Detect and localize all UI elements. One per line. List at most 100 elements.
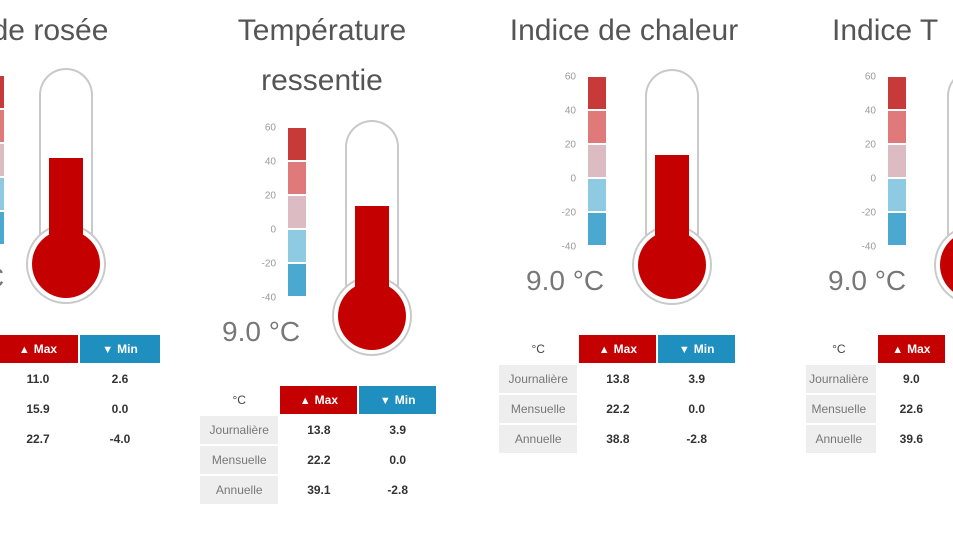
- row-label: Mensuelle: [200, 446, 279, 474]
- min-value: -2.8: [387, 483, 408, 497]
- scale-segment: [288, 264, 306, 296]
- scale-segment: [588, 213, 606, 245]
- scale-tick: 60: [264, 122, 276, 134]
- max-value: 13.8: [606, 372, 630, 386]
- temperature-readout: 9.0 °C: [526, 265, 605, 296]
- scale-tick: 20: [864, 139, 876, 151]
- panel-feels-like: Température ressentie 60 40 20 0 -20 -40…: [200, 0, 442, 536]
- scale-segment: [888, 213, 906, 245]
- thermometer: [632, 69, 714, 309]
- scale-tick: 0: [570, 173, 576, 185]
- scale-tick: -20: [261, 258, 276, 270]
- table-row: Annuelle 39.6: [806, 425, 945, 453]
- scale-tick: 20: [264, 190, 276, 202]
- scale-segment: [288, 230, 306, 262]
- temperature-readout: 9.0 °C: [222, 316, 301, 347]
- row-label: Annuelle: [806, 425, 876, 453]
- max-value: 38.8: [606, 432, 630, 446]
- table-row: 11.0 2.6: [0, 365, 160, 393]
- row-label: Mensuelle: [499, 395, 578, 423]
- max-header: ▲ Max: [579, 335, 657, 363]
- scale-tick: 60: [864, 71, 876, 83]
- max-value: 22.7: [26, 432, 50, 446]
- min-value: -4.0: [109, 432, 131, 446]
- scale-segment: [888, 111, 906, 143]
- table-row: Mensuelle 22.2 0.0: [499, 395, 735, 423]
- scale-segment: [588, 145, 606, 177]
- max-value: 11.0: [26, 372, 50, 386]
- scale-segment: [0, 76, 4, 108]
- table-row: 15.9 0.0: [0, 395, 160, 423]
- max-header: ▲ Max: [877, 335, 945, 363]
- temperature-scale: [0, 76, 14, 246]
- thermometer-fill: [49, 158, 83, 248]
- scale-tick: -40: [861, 241, 876, 253]
- stats-table: ▲ Max ▼ Min 11.0 2.6 15.9 0.0 22.7 -4.0: [0, 333, 162, 455]
- scale-tick: 0: [870, 173, 876, 185]
- chevron-down-icon: ▼: [379, 395, 391, 407]
- max-value: 13.8: [307, 423, 331, 437]
- row-label: Annuelle: [499, 425, 578, 453]
- temperature-scale: 60 40 20 0 -20 -40: [552, 72, 616, 253]
- table-row: Mensuelle 22.2 0.0: [200, 446, 436, 474]
- panel-title-line1: Température: [237, 14, 407, 47]
- max-value: 9.0: [903, 372, 920, 386]
- chevron-down-icon: ▼: [678, 344, 690, 356]
- max-value: 22.2: [307, 453, 331, 467]
- panel-t-index: Indice T 60 40 20 0 -20 -40 9.0 °C °C ▲ M…: [806, 0, 953, 536]
- stats-table: °C ▲ Max ▼ Min Journalière 13.8 3.9 Mensue…: [198, 384, 438, 506]
- max-header: ▲ Max: [0, 335, 78, 363]
- min-value: 3.9: [389, 423, 406, 437]
- scale-segment: [0, 212, 4, 244]
- min-value: 2.6: [111, 372, 129, 386]
- panel-title: Indice de chaleur: [509, 14, 739, 47]
- scale-segment: [288, 196, 306, 228]
- row-label: Journalière: [806, 365, 876, 393]
- scale-tick: -20: [861, 207, 876, 219]
- scale-tick: 40: [864, 105, 876, 117]
- scale-segment: [0, 144, 4, 176]
- table-row: Journalière 13.8 3.9: [200, 416, 436, 444]
- table-row: 22.7 -4.0: [0, 425, 160, 453]
- table-row: Journalière 13.8 3.9: [499, 365, 735, 393]
- chevron-up-icon: ▲: [18, 344, 30, 356]
- max-value: 15.9: [26, 402, 50, 416]
- panel-heat-index: Indice de chaleur 60 40 20 0 -20 -40 9.0…: [499, 0, 744, 536]
- unit-header: °C: [806, 335, 876, 363]
- scale-tick: -20: [561, 207, 576, 219]
- thermometer-fill: [655, 155, 689, 249]
- panel-dew-point: de rosée C ▲Max ▼Min 11.0 2.6 15.9 0.0 2…: [0, 0, 200, 536]
- scale-tick: 60: [564, 71, 576, 83]
- scale-segment: [0, 178, 4, 210]
- scale-tick: 0: [270, 224, 276, 236]
- scale-segment: [288, 162, 306, 194]
- table-row: Journalière 9.0: [806, 365, 945, 393]
- max-value: 22.2: [606, 402, 630, 416]
- min-header: ▼ Min: [80, 335, 160, 363]
- min-header: ▼ Min: [658, 335, 735, 363]
- panel-title: Indice T: [832, 14, 939, 47]
- row-label: Annuelle: [200, 476, 279, 504]
- min-value: 3.9: [688, 372, 705, 386]
- thermometer: [332, 120, 414, 360]
- row-label: Journalière: [200, 416, 279, 444]
- temperature-scale: 60 40 20 0 -20 -40: [852, 72, 916, 253]
- unit-header: °C: [499, 335, 578, 363]
- thermometer-fill: [355, 206, 389, 300]
- scale-segment: [888, 179, 906, 211]
- chevron-down-icon: ▼: [102, 344, 114, 356]
- max-value: 39.6: [899, 432, 924, 446]
- max-value: 22.6: [899, 402, 924, 416]
- min-value: -2.8: [686, 432, 707, 446]
- temperature-scale: 60 40 20 0 -20 -40: [252, 123, 316, 304]
- scale-segment: [588, 179, 606, 211]
- min-header: ▼ Min: [359, 386, 436, 414]
- scale-segment: [888, 145, 906, 177]
- table-row: Annuelle 39.1 -2.8: [200, 476, 436, 504]
- scale-tick: 40: [264, 156, 276, 168]
- scale-segment: [588, 77, 606, 109]
- min-value: 0.0: [688, 402, 705, 416]
- chevron-up-icon: ▲: [299, 395, 311, 407]
- stats-table: °C ▲ Max Journalière 9.0 Mensuelle 22.6 A…: [806, 333, 947, 455]
- scale-segment: [288, 128, 306, 160]
